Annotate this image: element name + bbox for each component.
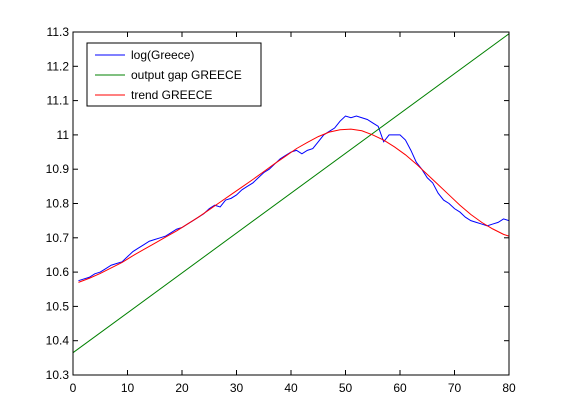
legend-label-3: trend GREECE xyxy=(131,88,212,102)
x-tick-label: 70 xyxy=(448,381,462,395)
y-tick-label: 10.6 xyxy=(46,265,70,279)
y-tick-label: 10.3 xyxy=(46,368,70,382)
y-tick-label: 10.9 xyxy=(46,162,70,176)
x-tick-label: 50 xyxy=(339,381,353,395)
series-layer xyxy=(72,33,510,354)
x-tick-label: 40 xyxy=(284,381,298,395)
legend-label-2: output gap GREECE xyxy=(131,68,242,82)
x-axis: 0 10 20 30 40 50 60 70 80 xyxy=(70,32,516,395)
legend: log(Greece) output gap GREECE trend GREECE xyxy=(86,42,262,107)
y-tick-label: 10.4 xyxy=(46,334,70,348)
x-tick-label: 60 xyxy=(393,381,407,395)
x-tick-label: 30 xyxy=(230,381,244,395)
x-tick-label: 0 xyxy=(70,381,77,395)
y-tick-label: 11 xyxy=(57,128,70,142)
x-tick-label: 80 xyxy=(502,381,516,395)
y-tick-label: 11.2 xyxy=(47,59,70,73)
y-tick-label: 10.5 xyxy=(46,299,70,313)
y-tick-label: 10.7 xyxy=(46,231,70,245)
series-line-2 xyxy=(72,33,510,354)
series-line-3 xyxy=(78,128,510,283)
legend-label-1: log(Greece) xyxy=(131,48,194,62)
y-tick-label: 11.3 xyxy=(47,25,70,39)
y-axis: 10.3 10.4 10.5 10.6 10.7 10.8 10.9 11 11.1 11.2 11… xyxy=(46,25,509,382)
y-tick-label: 10.8 xyxy=(46,197,70,211)
y-tick-label: 11.1 xyxy=(47,94,70,108)
series-line-1 xyxy=(78,115,510,282)
x-tick-label: 10 xyxy=(121,381,135,395)
x-tick-label: 20 xyxy=(175,381,189,395)
